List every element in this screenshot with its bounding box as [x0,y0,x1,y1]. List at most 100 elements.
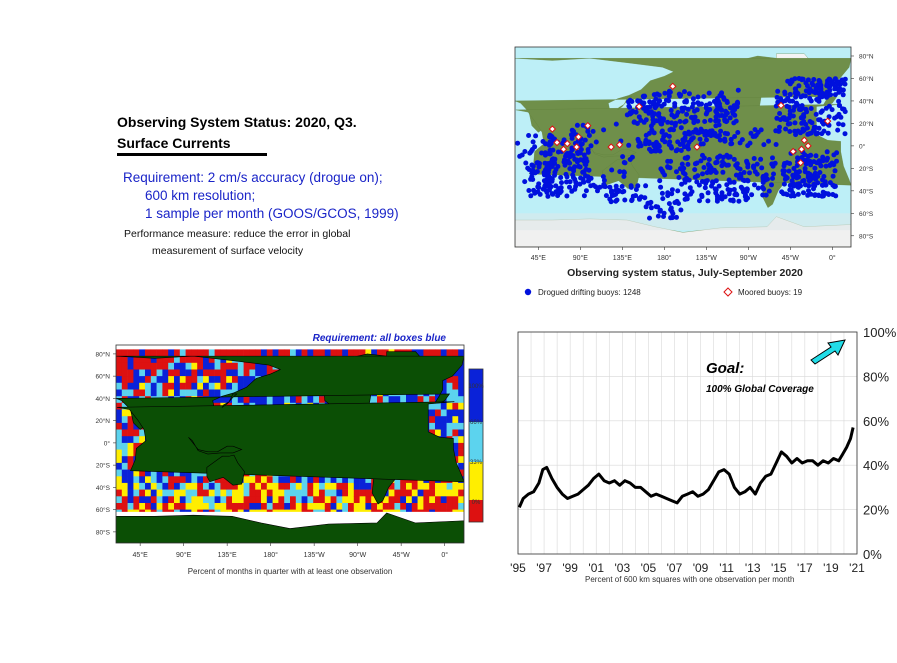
drifter-point [725,187,731,192]
coverage-cell [261,489,268,497]
coverage-cell [417,503,424,510]
coverage-cell [237,489,244,497]
drifter-point [515,140,521,146]
drifter-point [795,128,801,134]
coverage-cell [174,349,181,357]
coverage-cell [435,496,442,504]
coverage-cell [203,476,210,484]
drifter-point [808,106,814,111]
coverage-cell [121,449,128,457]
drifter-point [705,190,711,196]
drifter-point [783,126,789,132]
drifter-point [540,139,546,144]
drifter-point [569,135,575,141]
drifter-point [527,150,533,156]
drifter-point [706,157,712,162]
y-tick-label: 40°N [859,97,874,105]
drifter-point [661,134,667,140]
drifter-point [519,152,525,158]
coverage-cell [429,409,436,417]
coverage-cell [342,489,349,497]
drifter-point [811,77,817,82]
drifter-point [643,183,649,189]
drifter-point [692,108,697,114]
drifter-point [666,88,672,94]
coverage-cell [139,476,146,484]
coverage-cell [150,489,157,497]
x-tick-label: 45°E [531,254,547,262]
coverage-cell [295,496,302,504]
coverage-cell [168,376,175,384]
x-tick-label: 90°W [740,254,758,262]
coverage-cell [406,489,413,497]
drifter-point [677,119,683,124]
drifter-point [614,197,620,203]
drifter-point [780,115,786,121]
drifter-point [748,130,754,136]
drifter-point [820,154,826,160]
coverage-cell [417,489,424,497]
drifter-point [793,132,799,138]
drifter-point [825,155,830,161]
coverage-cell [429,496,436,504]
land-australia [206,454,245,486]
drifter-point [620,189,625,195]
coverage-cell [301,496,308,504]
coverage-cell [174,469,181,477]
coverage-cell [348,503,355,510]
drifter-point [837,88,843,94]
coverage-cell [133,476,140,484]
drifter-point [813,153,819,159]
drifter-point [715,118,721,124]
drifter-point [692,167,698,173]
coverage-cell [179,356,186,364]
coverage-cell [458,382,464,390]
coverage-cell [214,389,221,397]
drifter-point [669,187,675,193]
coverage-cell [458,422,464,430]
coverage-cell [452,422,459,430]
drifter-point [545,193,551,199]
coverage-cell [232,482,239,490]
coverage-cell [168,476,175,484]
coverage-cell [226,489,233,497]
drifter-point [759,165,765,171]
coverage-cell [255,476,262,484]
coverage-cell [162,376,169,384]
drifter-point [716,101,722,107]
coverage-cell [266,496,273,504]
drifter-point [650,141,656,147]
drifter-point [832,168,838,174]
drifter-point [564,193,570,199]
coverage-cell [237,382,244,390]
drifter-point [798,94,804,100]
drifter-point [804,109,810,115]
coverage-cell [133,389,140,397]
coverage-cell [261,362,268,370]
drifter-point [666,201,672,207]
coverage-cell [156,489,163,497]
coverage-cell [139,389,146,397]
drifter-point [601,182,607,187]
coverage-cell [150,482,157,490]
coverage-cell [382,503,389,510]
coverage-cell [162,389,169,397]
drifter-point [583,188,589,194]
drifter-point [770,155,775,161]
coverage-cell [168,503,175,510]
coverage-cell [121,356,128,364]
coverage-cell [307,489,314,497]
coverage-cell [400,482,407,490]
coverage-cell [174,369,181,377]
moored-point [559,145,568,153]
coverage-cell [156,476,163,484]
y-tick-label: 60% [863,414,889,429]
drifter-point [666,133,672,139]
drifter-point [668,107,674,113]
drifter-point [575,149,580,155]
coverage-cell [261,503,268,510]
coverage-cell [127,489,134,497]
coverage-cell [313,482,320,490]
southern-ice [515,213,851,231]
drifter-point [668,144,674,149]
